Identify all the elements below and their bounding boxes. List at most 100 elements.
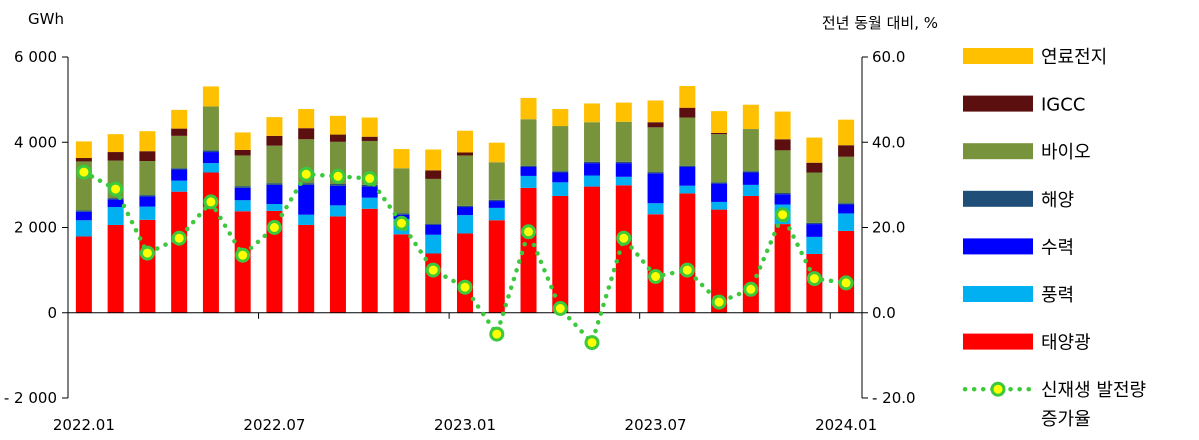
bar-2022.11-s3 — [393, 213, 410, 215]
bar-2022.09-s0 — [329, 216, 346, 313]
bar-2022.12-s3 — [425, 223, 442, 225]
legend-swatch — [963, 143, 1033, 160]
right-tick-label: 20.0 — [872, 219, 905, 237]
bar-2022.08-s6 — [298, 109, 315, 129]
bar-2023.06-s3 — [615, 161, 632, 164]
bar-2024.01-s5 — [838, 145, 855, 157]
left-tick-label: 2 000 — [14, 219, 57, 237]
bar-2022.07-s3 — [266, 183, 283, 185]
bar-2023.09-s4 — [711, 134, 728, 183]
bar-2023.03-s4 — [520, 119, 537, 166]
bar-2022.12-s0 — [425, 253, 442, 313]
bar-2023.06-s2 — [615, 163, 632, 177]
bar-2023.05-s2 — [584, 163, 601, 176]
bar-2023.03-s6 — [520, 97, 537, 120]
bar-2023.11-s6 — [774, 111, 791, 140]
bar-2023.11-s4 — [774, 150, 791, 193]
bar-2023.02-s4 — [488, 162, 505, 200]
bar-2022.05-s2 — [202, 152, 219, 164]
bar-2022.02-s1 — [107, 207, 124, 225]
left-tick-label: 6 000 — [14, 48, 57, 66]
growth-point-2022.09 — [330, 168, 346, 184]
bar-2022.05-s4 — [202, 106, 219, 151]
bar-2022.11-s6 — [393, 149, 410, 169]
growth-point-2023.08 — [679, 262, 695, 278]
bar-2022.10-s6 — [361, 117, 378, 137]
bar-2022.12-s4 — [425, 178, 442, 224]
bar-2022.01-s1 — [75, 220, 92, 237]
bar-2022.01-s0 — [75, 236, 92, 313]
growth-point-2024.01 — [838, 275, 854, 291]
bar-2023.12-s4 — [806, 172, 823, 223]
bar-2023.01-s2 — [457, 207, 473, 216]
bar-2022.07-s6 — [266, 117, 283, 136]
bar-2022.12-s1 — [425, 234, 442, 254]
bar-2023.06-s0 — [615, 185, 632, 313]
bar-2023.02-s6 — [488, 142, 505, 163]
bar-2023.12-s5 — [806, 162, 823, 173]
bar-2023.01-s0 — [457, 233, 473, 313]
bar-2022.08-s1 — [298, 214, 315, 225]
bar-2022.08-s2 — [298, 184, 315, 215]
axes-layer: - 2 000 0 2 000 4 000 6 000 - 20.0 0.0 20.0 40.0… — [4, 48, 916, 434]
bar-2022.06-s3 — [234, 186, 251, 188]
growth-point-2023.11 — [775, 207, 791, 223]
bar-2023.05-s0 — [584, 186, 601, 313]
bar-2022.03-s6 — [139, 131, 156, 152]
bar-2022.10-s0 — [361, 208, 378, 313]
growth-point-2022.01 — [76, 164, 92, 180]
bar-2023.03-s2 — [520, 166, 537, 176]
growth-point-2023.02 — [489, 326, 505, 342]
bar-2023.10-s1 — [742, 184, 759, 196]
growth-point-2022.12 — [425, 262, 441, 278]
bar-2022.07-s5 — [266, 135, 283, 146]
bar-2022.03-s5 — [139, 151, 156, 161]
x-tick-label: 2023.01 — [434, 416, 496, 434]
bar-2023.03-s0 — [520, 187, 537, 313]
bar-2022.09-s6 — [329, 115, 346, 135]
bar-2022.12-s6 — [425, 149, 442, 171]
bar-2023.01-s1 — [457, 215, 473, 234]
bar-2024.01-s4 — [838, 156, 855, 204]
bar-2023.02-s2 — [488, 201, 505, 208]
bar-2023.08-s2 — [679, 166, 696, 186]
right-tick-label: 40.0 — [872, 133, 905, 151]
bar-2022.02-s6 — [107, 134, 124, 153]
right-tick-label: - 20.0 — [872, 389, 916, 407]
bar-2023.11-s3 — [774, 192, 791, 195]
bar-2023.01-s5 — [457, 152, 473, 156]
bar-2022.04-s1 — [171, 180, 188, 192]
bar-2023.11-s5 — [774, 139, 791, 151]
bar-2022.05-s3 — [202, 150, 219, 153]
bar-2022.07-s4 — [266, 145, 283, 184]
bar-2022.10-s1 — [361, 197, 378, 209]
right-tick-label: 60.0 — [872, 48, 905, 66]
growth-point-2022.11 — [394, 215, 409, 231]
bar-2022.03-s2 — [139, 196, 156, 207]
bar-2022.01-s5 — [75, 158, 92, 162]
bar-2023.08-s4 — [679, 117, 696, 166]
bar-2023.09-s6 — [711, 111, 728, 133]
bar-2022.08-s3 — [298, 183, 315, 185]
bar-2022.02-s3 — [107, 198, 124, 200]
growth-point-2023.12 — [806, 271, 822, 287]
legend-swatch — [963, 238, 1033, 255]
bar-2023.09-s5 — [711, 132, 728, 135]
growth-point-2023.06 — [616, 230, 632, 246]
bar-2023.02-s3 — [488, 199, 505, 202]
bar-2023.08-s1 — [679, 185, 696, 194]
bar-2022.04-s2 — [171, 169, 188, 181]
growth-point-2022.05 — [203, 194, 219, 210]
bar-2023.03-s3 — [520, 165, 537, 167]
bar-2022.06-s6 — [234, 132, 251, 150]
bar-2023.01-s6 — [457, 130, 473, 153]
bar-2022.05-s1 — [202, 163, 219, 173]
bar-2022.07-s1 — [266, 204, 283, 211]
bar-2023.07-s3 — [647, 172, 664, 174]
bar-2023.08-s5 — [679, 107, 696, 118]
bar-2023.04-s4 — [552, 126, 569, 172]
bar-2023.10-s4 — [742, 129, 759, 172]
growth-point-2022.03 — [139, 245, 155, 261]
legend-swatch — [963, 333, 1033, 350]
